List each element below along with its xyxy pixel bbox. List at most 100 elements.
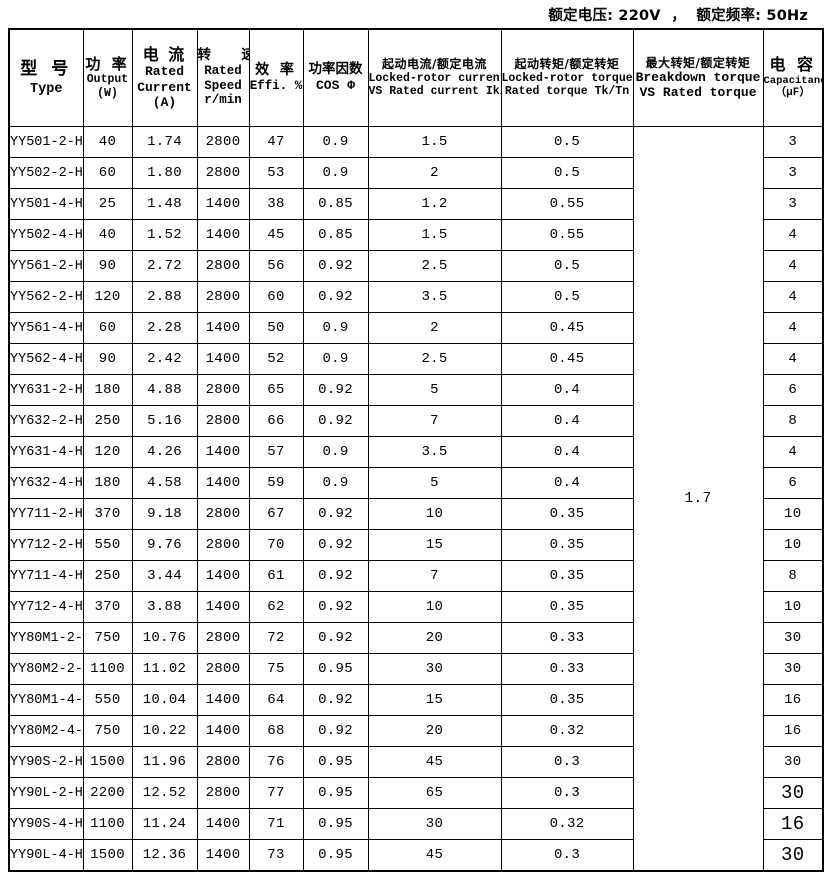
cell-efficiency: 73: [248, 839, 304, 872]
cell-locked-rotor-torque: 0.45: [500, 312, 634, 344]
cell-type: YY80M1-4-H: [8, 684, 84, 716]
table-row: YY711-2-H 370 9.18 2800 67 0.92 10 0.35 10: [8, 498, 824, 530]
table-row: YY712-2-H 550 9.76 2800 70 0.92 15 0.35 10: [8, 529, 824, 561]
cell-locked-rotor-torque: 0.55: [500, 188, 634, 220]
cell-type: YY632-2-H: [8, 405, 84, 437]
cell-capacitance: 30: [762, 746, 824, 778]
cell-locked-rotor-current: 3.5: [367, 436, 502, 468]
cell-current: 4.88: [131, 374, 198, 406]
cell-speed: 2800: [196, 374, 250, 406]
cell-efficiency: 45: [248, 219, 304, 251]
cell-type: YY562-2-H: [8, 281, 84, 313]
cell-type: YY712-2-H: [8, 529, 84, 561]
cell-efficiency: 61: [248, 560, 304, 592]
col-header-efficiency-en: Effi. %: [249, 78, 303, 93]
cell-locked-rotor-torque: 0.4: [500, 467, 634, 499]
cell-locked-rotor-torque: 0.5: [500, 157, 634, 189]
cell-power-factor: 0.9: [302, 312, 369, 344]
cell-output: 1500: [82, 839, 133, 872]
header-row: 型 号 Type 功 率 Output (W) 电 流 Rated Curren…: [8, 28, 824, 127]
table-row: YY632-2-H 250 5.16 2800 66 0.92 7 0.4 8: [8, 405, 824, 437]
cell-current: 3.44: [131, 560, 198, 592]
cell-current: 2.28: [131, 312, 198, 344]
cell-locked-rotor-current: 1.5: [367, 219, 502, 251]
cell-locked-rotor-torque: 0.4: [500, 374, 634, 406]
col-header-capacitance: 电 容 Capacitance （μF）: [762, 28, 824, 127]
cell-type: YY501-2-H: [8, 126, 84, 158]
cell-output: 120: [82, 436, 133, 468]
cell-type: YY631-2-H: [8, 374, 84, 406]
cell-capacitance: 16: [762, 715, 824, 747]
col-header-capacitance-en: Capacitance: [763, 74, 822, 87]
cell-efficiency: 65: [248, 374, 304, 406]
cell-output: 550: [82, 684, 133, 716]
cell-speed: 2800: [196, 157, 250, 189]
col-header-current-cn: 电 流: [142, 44, 187, 64]
cell-output: 90: [82, 250, 133, 282]
cell-speed: 1400: [196, 436, 250, 468]
col-header-capacitance-unit: （μF）: [775, 87, 811, 100]
cell-current: 4.26: [131, 436, 198, 468]
cell-locked-rotor-torque: 0.45: [500, 343, 634, 375]
cell-capacitance: 8: [762, 405, 824, 437]
cell-efficiency: 53: [248, 157, 304, 189]
cell-locked-rotor-current: 10: [367, 591, 502, 623]
cell-locked-rotor-torque: 0.3: [500, 746, 634, 778]
cell-capacitance: 4: [762, 219, 824, 251]
cell-power-factor: 0.9: [302, 343, 369, 375]
cell-efficiency: 72: [248, 622, 304, 654]
cell-type: YY562-4-H: [8, 343, 84, 375]
cell-efficiency: 56: [248, 250, 304, 282]
cell-capacitance: 30: [762, 622, 824, 654]
col-header-locked-rotor-current-cn: 起动电流/额定电流: [382, 57, 487, 72]
cell-locked-rotor-torque: 0.35: [500, 591, 634, 623]
col-header-output-cn: 功 率: [85, 54, 130, 73]
cell-capacitance: 3: [762, 126, 824, 158]
cell-power-factor: 0.92: [302, 560, 369, 592]
cell-capacitance: 4: [762, 312, 824, 344]
table-row: YY711-4-H 250 3.44 1400 61 0.92 7 0.35 8: [8, 560, 824, 592]
cell-capacitance: 16: [762, 684, 824, 716]
cell-current: 11.96: [131, 746, 198, 778]
cell-current: 1.48: [131, 188, 198, 220]
cell-output: 180: [82, 467, 133, 499]
col-header-type-en: Type: [30, 81, 63, 97]
cell-type: YY80M2-4-H: [8, 715, 84, 747]
cell-current: 10.04: [131, 684, 198, 716]
cell-output: 750: [82, 622, 133, 654]
col-header-power-factor: 功率因数 COS Φ: [302, 28, 369, 127]
cell-type: YY631-4-H: [8, 436, 84, 468]
table-row: YY501-4-H 25 1.48 1400 38 0.85 1.2 0.55 3: [8, 188, 824, 220]
cell-locked-rotor-torque: 0.32: [500, 715, 634, 747]
col-header-current-en1: Rated: [144, 64, 184, 80]
table-row: YY80M1-2-H 750 10.76 2800 72 0.92 20 0.33 30: [8, 622, 824, 654]
cell-power-factor: 0.9: [302, 157, 369, 189]
cell-current: 12.36: [131, 839, 198, 872]
cell-capacitance: 10: [762, 591, 824, 623]
col-header-locked-rotor-torque-en1: Locked-rotor torque VS: [501, 71, 633, 85]
cell-type: YY502-2-H: [8, 157, 84, 189]
cell-speed: 1400: [196, 312, 250, 344]
col-header-locked-rotor-current: 起动电流/额定电流 Locked-rotor current VS Rated …: [367, 28, 502, 127]
cell-current: 2.88: [131, 281, 198, 313]
cell-type: YY561-4-H: [8, 312, 84, 344]
table-row: YY712-4-H 370 3.88 1400 62 0.92 10 0.35 10: [8, 591, 824, 623]
cell-output: 60: [82, 312, 133, 344]
cell-locked-rotor-torque: 0.55: [500, 219, 634, 251]
rating-caption: 额定电压: 220V ， 额定频率: 50Hz: [548, 7, 808, 24]
cell-locked-rotor-torque: 0.5: [500, 250, 634, 282]
cell-type: YY80M1-2-H: [8, 622, 84, 654]
cell-capacitance: 6: [762, 374, 824, 406]
col-header-current-en2: Current: [137, 79, 192, 95]
table-body: YY501-2-H 40 1.74 2800 47 0.9 1.5 0.5 1.7 3 YY502-…: [8, 126, 824, 872]
cell-power-factor: 0.92: [302, 250, 369, 282]
cell-capacitance: 10: [762, 529, 824, 561]
cell-locked-rotor-current: 15: [367, 684, 502, 716]
cell-output: 2200: [82, 777, 133, 809]
cell-output: 180: [82, 374, 133, 406]
table-row: YY631-4-H 120 4.26 1400 57 0.9 3.5 0.4 4: [8, 436, 824, 468]
col-header-output-en: Output: [86, 73, 129, 87]
cell-capacitance: 30: [762, 839, 824, 872]
cell-efficiency: 76: [248, 746, 304, 778]
cell-locked-rotor-torque: 0.33: [500, 653, 634, 685]
